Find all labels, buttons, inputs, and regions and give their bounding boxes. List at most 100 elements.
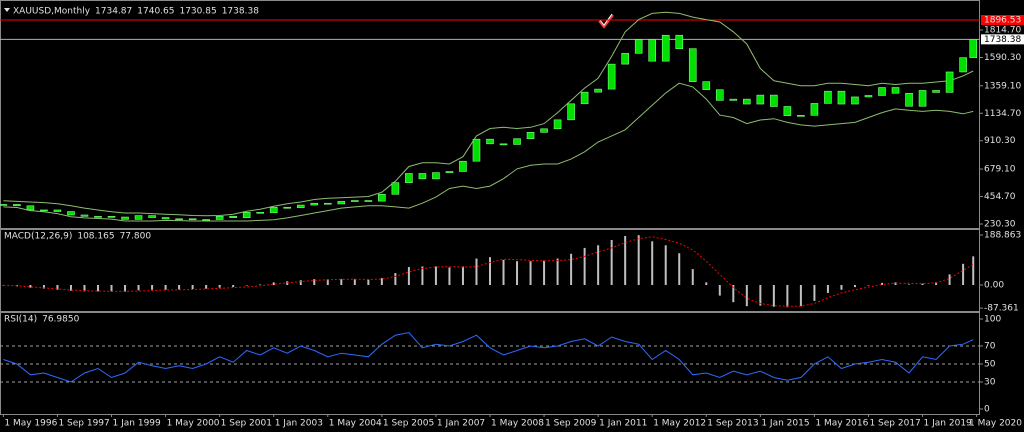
candle (121, 216, 129, 220)
ohlc-value: 1740.65 (137, 7, 174, 17)
candle (364, 200, 373, 202)
macd-bar (826, 284, 829, 293)
candle (634, 39, 643, 54)
macd-bar (948, 274, 951, 285)
candle (878, 87, 886, 96)
macd-bar (678, 253, 681, 285)
macd-bar (448, 267, 451, 285)
macd-bar (962, 263, 965, 285)
candle (675, 34, 684, 49)
candle (513, 138, 521, 145)
macd-bar (407, 266, 410, 285)
macd-bar (840, 284, 843, 290)
candle (824, 90, 832, 104)
macd-bar (2, 284, 5, 286)
y-tick-label: 188.863 (984, 230, 1021, 240)
macd-bar (489, 257, 491, 285)
macd-bar (799, 284, 802, 307)
candle (256, 211, 265, 214)
x-tick-label: 1 May 1996 (4, 419, 57, 429)
macd-bar (461, 266, 464, 285)
macd-bar (691, 269, 694, 285)
x-tick-label: 1 Jan 2011 (599, 419, 647, 429)
max-label-box (981, 14, 1024, 25)
candle (405, 173, 413, 183)
x-tick-label: 1 Sep 2001 (221, 419, 272, 429)
x-tick-label: 1 Jan 2007 (437, 419, 485, 429)
candle (621, 53, 629, 65)
candle (215, 216, 224, 220)
y-tick-label: 1814.70 (984, 26, 1021, 36)
macd-bar (42, 284, 45, 289)
candle (175, 218, 183, 221)
candle (945, 71, 954, 93)
candle (702, 81, 711, 91)
macd-bar (151, 284, 154, 290)
candle (391, 182, 400, 195)
macd-bar (232, 284, 235, 288)
candle (918, 90, 927, 107)
macd-bar (772, 284, 775, 307)
price-label-box (981, 34, 1024, 45)
candle (13, 204, 21, 207)
x-tick-label: 1 Sep 2017 (869, 419, 920, 429)
candle (969, 39, 978, 58)
candle (202, 219, 210, 221)
macd-bar (597, 245, 600, 285)
candle (607, 63, 616, 90)
candle (810, 103, 819, 116)
y-tick-label: 454.70 (984, 192, 1016, 202)
x-tick-label: 1 Jan 2019 (924, 419, 972, 429)
macd-bar (853, 284, 856, 288)
x-tick-label: 1 May 2000 (167, 419, 220, 429)
x-tick-label: 1 Sep 2005 (383, 419, 434, 429)
candle (378, 193, 386, 202)
y-tick-label: 100 (984, 315, 1001, 325)
x-tick-label: 1 Sep 2009 (545, 419, 597, 429)
x-tick-label: 1 May 2004 (329, 419, 382, 429)
macd-bar (502, 259, 505, 285)
macd-bar (421, 266, 424, 285)
macd-bar (394, 273, 397, 285)
candle (53, 209, 62, 212)
x-tick-label: 1 Sep 1997 (58, 419, 109, 429)
macd-bar (556, 258, 559, 285)
x-tick-label: 1 Jan 2015 (761, 419, 809, 429)
candle (418, 173, 427, 180)
candle (905, 92, 913, 107)
y-tick-label: 1590.30 (984, 53, 1021, 63)
y-tick-label: 30 (984, 377, 996, 387)
candle (864, 95, 873, 98)
macd-bar (29, 284, 32, 288)
signal-line (3, 236, 974, 307)
macd-bar (908, 284, 911, 285)
x-tick-label: 1 Jan 2003 (275, 419, 323, 429)
ohlc-value: 1730.85 (179, 7, 216, 17)
candle (337, 201, 346, 205)
macd-bar (867, 284, 870, 286)
candle (310, 202, 319, 206)
candle (783, 106, 792, 116)
candle (932, 90, 940, 93)
candle (540, 128, 548, 133)
candle (715, 89, 724, 101)
y-tick-label: 70 (984, 342, 996, 352)
candle (323, 202, 332, 205)
x-tick-label: 1 May 2012 (653, 419, 706, 429)
indicator-value: 77.800 (120, 232, 152, 242)
rsi-line (3, 331, 974, 383)
menu-arrow[interactable] (4, 8, 10, 12)
macd-bar (705, 282, 708, 285)
y-tick-label: 1134.70 (984, 109, 1021, 119)
candle (797, 115, 805, 117)
candle (770, 94, 778, 107)
macd-bar (475, 258, 478, 285)
candle (242, 211, 251, 218)
candle (107, 216, 116, 218)
price-label: 1738.38 (984, 35, 1021, 45)
candle (67, 211, 75, 216)
candle (26, 205, 35, 211)
